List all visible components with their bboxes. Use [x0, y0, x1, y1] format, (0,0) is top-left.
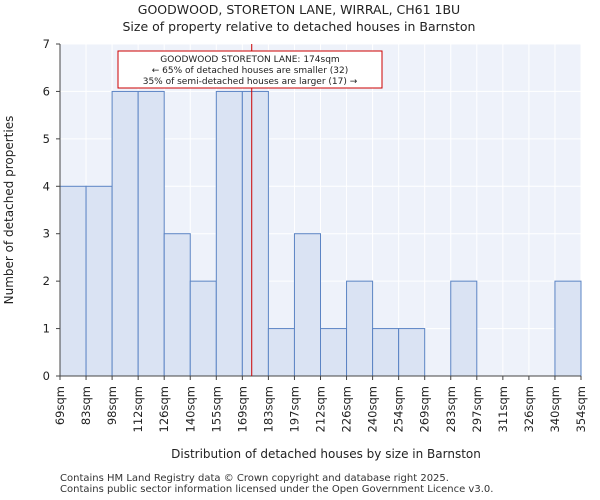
bar-169sqm [241, 90, 269, 377]
y-tick-label: 2 [43, 274, 50, 288]
x-tick-label: 155sqm [209, 386, 223, 432]
bar-126sqm [163, 233, 191, 377]
footer-line-1: Contains HM Land Registry data © Crown c… [60, 473, 449, 484]
bar-240sqm [372, 328, 400, 377]
x-tick-label: 212sqm [314, 386, 328, 432]
x-tick-label: 326sqm [522, 386, 536, 432]
annotation-line-3: 35% of semi-detached houses are larger (… [143, 77, 358, 87]
x-tick-label: 183sqm [261, 386, 275, 432]
bar-155sqm [215, 90, 243, 377]
x-axis-label: Distribution of detached houses by size … [171, 447, 481, 461]
bar-254sqm [398, 328, 426, 377]
x-tick-label: 83sqm [79, 386, 93, 425]
annotation-line-1: GOODWOOD STORETON LANE: 174sqm [160, 55, 339, 65]
y-tick-label: 7 [43, 37, 50, 51]
x-tick-label: 340sqm [548, 386, 562, 432]
bar-69sqm [59, 185, 87, 377]
bar-140sqm [189, 280, 217, 377]
x-tick-label: 226sqm [340, 386, 354, 432]
bar-197sqm [293, 233, 322, 377]
y-tick-label: 0 [43, 369, 50, 383]
bar-226sqm [346, 280, 374, 377]
x-ticks: 69sqm 83sqm 98sqm 112sqm 126sqm 140sqm 155sqm 1… [53, 376, 588, 432]
y-tick-label: 5 [43, 132, 50, 146]
bar-112sqm [137, 90, 165, 377]
x-tick-label: 69sqm [53, 386, 67, 425]
x-tick-label: 311sqm [496, 386, 510, 432]
x-tick-label: 98sqm [105, 386, 119, 425]
x-tick-label: 140sqm [183, 386, 197, 432]
bar-212sqm [320, 328, 348, 377]
bar-340sqm [554, 280, 582, 377]
x-tick-label: 254sqm [392, 386, 406, 432]
y-axis-label: Number of detached properties [2, 116, 16, 305]
x-tick-label: 269sqm [418, 386, 432, 432]
chart-subtitle: Size of property relative to detached ho… [123, 19, 476, 34]
x-tick-label: 126sqm [157, 386, 171, 432]
bars [59, 90, 582, 377]
y-tick-label: 3 [43, 227, 50, 241]
bar-283sqm [450, 280, 478, 377]
bar-183sqm [267, 328, 295, 377]
annotation-box: GOODWOOD STORETON LANE: 174sqm ← 65% of … [117, 50, 383, 89]
x-tick-label: 112sqm [131, 386, 145, 432]
y-tick-label: 6 [43, 84, 50, 98]
x-tick-label: 240sqm [366, 386, 380, 432]
x-tick-label: 169sqm [235, 386, 249, 432]
bar-98sqm [111, 90, 139, 377]
annotation-line-2: ← 65% of detached houses are smaller (32… [152, 66, 349, 76]
x-tick-label: 297sqm [470, 386, 484, 432]
chart-title: GOODWOOD, STORETON LANE, WIRRAL, CH61 1B… [138, 2, 460, 17]
footer-line-2: Contains public sector information licen… [60, 484, 494, 495]
x-tick-label: 354sqm [574, 386, 588, 432]
bar-83sqm [85, 185, 113, 377]
y-tick-label: 4 [43, 179, 50, 193]
y-ticks: 0 1 2 3 4 5 6 7 [43, 37, 60, 383]
x-tick-label: 283sqm [444, 386, 458, 432]
y-tick-label: 1 [43, 322, 50, 336]
x-tick-label: 197sqm [287, 386, 301, 432]
